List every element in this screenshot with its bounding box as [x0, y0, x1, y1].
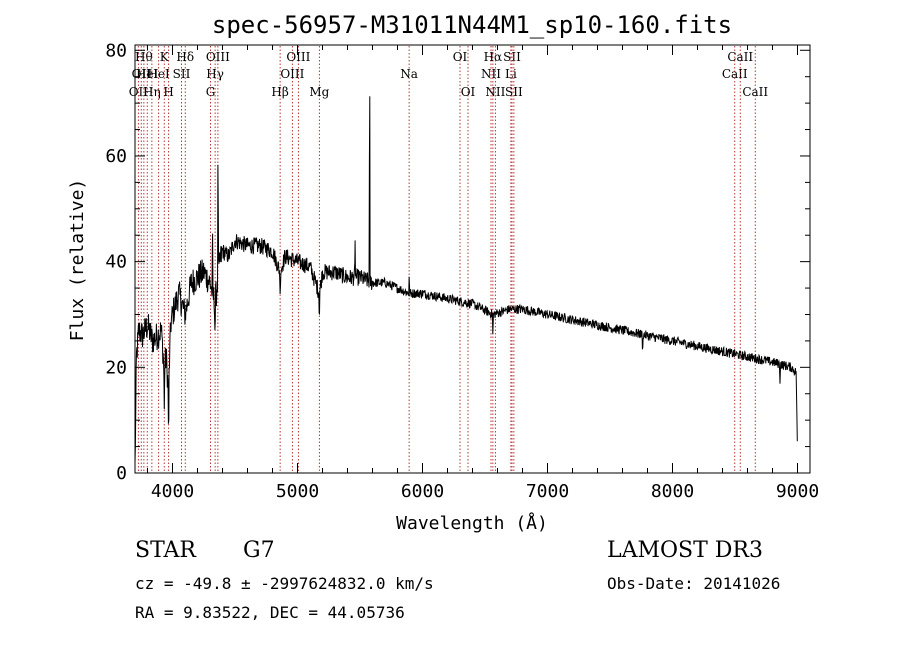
line-marker-layer: OIIOIIHθHeIHηHeIKHSIIHδGHγOIIIHβOIIIOIII…: [129, 46, 768, 472]
line-marker-label: G: [206, 85, 216, 99]
x-tick-label: 9000: [776, 481, 819, 502]
line-marker-label: SII: [173, 67, 191, 81]
coordinates-text: RA = 9.83522, DEC = 44.05736: [135, 603, 405, 622]
x-axis-label: Wavelength (Å): [396, 512, 548, 534]
line-marker-label: Hγ: [206, 67, 224, 81]
survey-name: LAMOST DR3: [607, 538, 763, 563]
line-marker-label: OII: [129, 85, 149, 99]
y-tick-label: 80: [105, 40, 127, 61]
plot-frame: [134, 44, 811, 474]
obs-date-text: Obs-Date: 20141026: [607, 574, 781, 593]
line-marker-label: H: [163, 85, 173, 99]
line-marker-label: HeI: [136, 67, 159, 81]
y-tick-label: 20: [105, 357, 127, 378]
line-marker-label: CaII: [742, 85, 768, 99]
line-marker-label: Hη: [143, 85, 161, 99]
redshift-text: cz = -49.8 ± -2997624832.0 km/s: [135, 574, 434, 593]
line-marker-label: Hθ: [135, 50, 153, 64]
x-tick-label: 7000: [526, 481, 569, 502]
line-marker-label: OIII: [286, 50, 310, 64]
axis-tick-layer: 4000 5000 6000 7000 8000 9000 0 20 40 60 80: [105, 40, 819, 502]
line-marker-label: OIII: [206, 50, 230, 64]
object-class: STAR: [135, 538, 196, 563]
line-marker-label: Hα: [484, 50, 503, 64]
x-tick-label: 4000: [151, 481, 194, 502]
spectrum-line: [134, 96, 798, 464]
line-marker-label: K: [160, 50, 170, 64]
line-marker-label: Hδ: [176, 50, 194, 64]
line-marker-label: NII: [481, 67, 501, 81]
line-marker-label: HeI: [147, 67, 170, 81]
line-marker-label: OIII: [280, 67, 304, 81]
line-marker-label: Li: [505, 67, 517, 81]
x-tick-label: 6000: [401, 481, 444, 502]
line-marker-label: Mg: [309, 85, 329, 99]
x-tick-label: 8000: [651, 481, 694, 502]
y-axis-label: Flux (relative): [67, 179, 88, 342]
chart-title: spec-56957-M31011N44M1_sp10-160.fits: [212, 11, 732, 39]
spectrum-layer: [134, 96, 798, 464]
x-tick-label: 5000: [276, 481, 319, 502]
subclass: G7: [243, 538, 275, 563]
line-marker-label: SII: [503, 50, 521, 64]
line-marker-label: CaII: [722, 67, 748, 81]
line-marker-label: NII: [485, 85, 505, 99]
y-tick-label: 40: [105, 252, 127, 273]
line-marker-label: OII: [132, 67, 152, 81]
line-marker-label: OI: [461, 85, 476, 99]
line-marker-label: SII: [505, 85, 523, 99]
line-marker-label: OI: [453, 50, 468, 64]
line-marker-label: Na: [400, 67, 418, 81]
line-marker-label: Hβ: [271, 85, 288, 99]
y-tick-label: 60: [105, 146, 127, 167]
line-marker-label: CaII: [727, 50, 753, 64]
y-tick-label: 0: [116, 463, 127, 484]
